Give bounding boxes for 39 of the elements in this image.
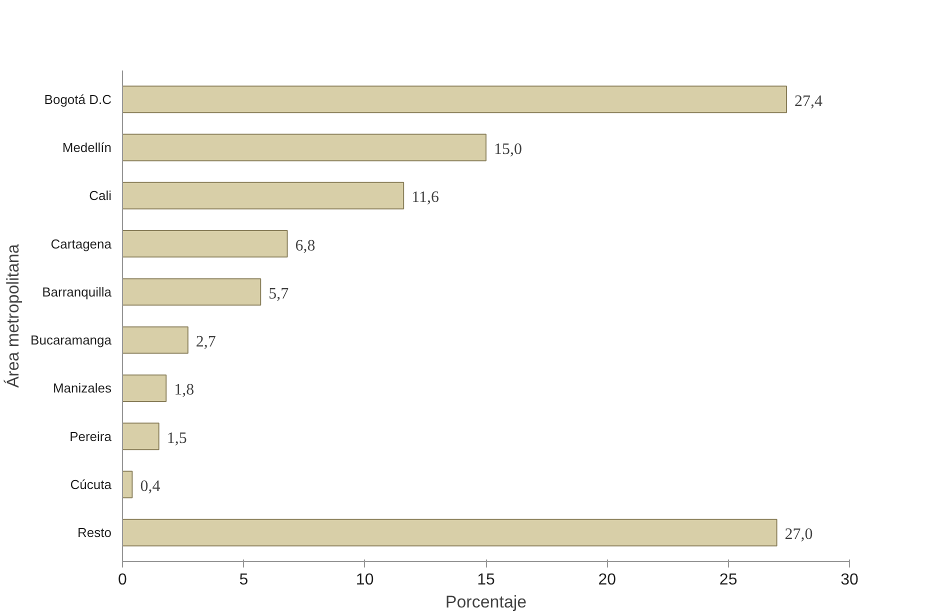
y-tick-label: Pereira [70, 428, 112, 444]
data-label: 15,0 [494, 141, 522, 158]
data-label: 11,6 [412, 189, 440, 206]
bar [122, 326, 188, 354]
y-tick-label: Cúcuta [70, 476, 112, 492]
bar [122, 374, 167, 402]
y-axis-title: Área metropolitana [4, 244, 23, 388]
y-tick-label: Resto [78, 525, 112, 540]
x-tick-label: 25 [719, 572, 738, 588]
data-label: 6,8 [295, 237, 316, 254]
data-label: 0,4 [140, 478, 160, 495]
bar [122, 422, 160, 450]
bar [122, 134, 486, 162]
data-label: 1,5 [166, 430, 187, 447]
data-label: 1,8 [174, 382, 194, 399]
y-tick-label: Manizales [52, 380, 112, 396]
y-tick-label: Bogotá D.C [44, 92, 112, 107]
y-tick-label: Bucaramanga [30, 332, 112, 348]
x-tick-label: 30 [840, 572, 858, 588]
y-tick-label: Cartagena [50, 236, 112, 252]
bar [122, 470, 133, 498]
x-tick-label: 20 [598, 572, 616, 588]
bar [122, 278, 262, 306]
y-tick-label: Medellín [62, 140, 112, 156]
y-tick-label: Cali [89, 188, 112, 204]
data-label: 27,0 [784, 526, 813, 544]
data-label: 2,7 [196, 334, 216, 351]
x-tick-label: 15 [477, 572, 495, 588]
bar [122, 182, 404, 210]
bar [122, 518, 778, 546]
y-tick-label: Barranquilla [42, 284, 112, 300]
x-tick-label: 5 [239, 572, 248, 588]
x-tick-label: 0 [118, 572, 128, 588]
bar [122, 86, 787, 114]
bar [122, 230, 288, 258]
x-axis-title: Porcentaje [445, 592, 527, 612]
data-label: 5,7 [268, 285, 289, 302]
data-label: 27,4 [794, 92, 822, 110]
x-tick-label: 10 [356, 572, 374, 588]
